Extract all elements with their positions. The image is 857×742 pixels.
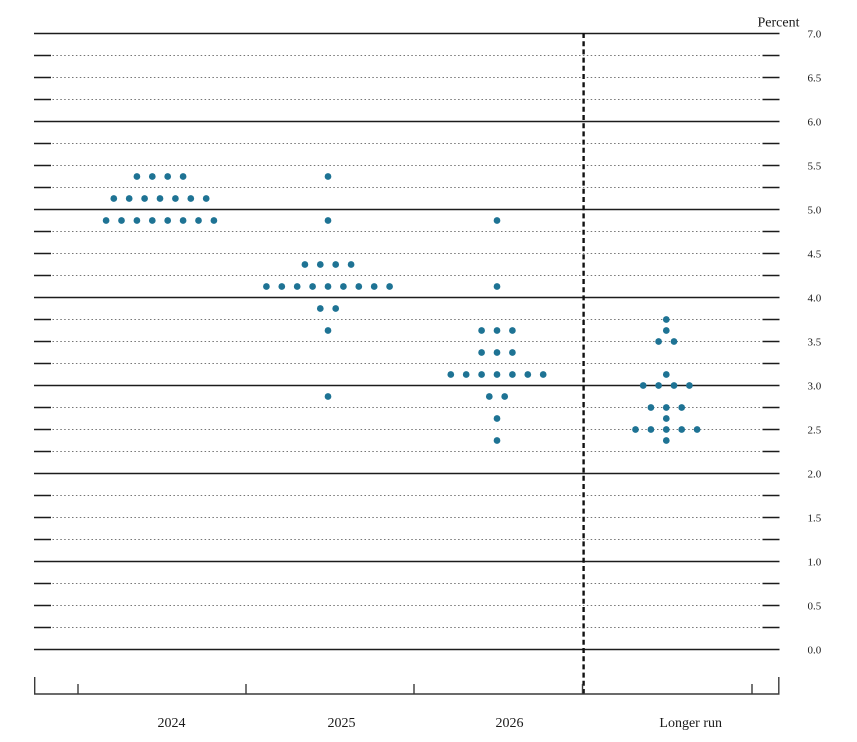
svg-text:5.0: 5.0 [808, 204, 822, 216]
svg-text:Longer run: Longer run [659, 716, 722, 731]
svg-text:2.5: 2.5 [808, 424, 822, 436]
svg-text:7.0: 7.0 [808, 28, 822, 40]
svg-text:1.5: 1.5 [808, 512, 822, 524]
svg-text:2.0: 2.0 [808, 468, 822, 480]
svg-text:6.0: 6.0 [808, 116, 822, 128]
svg-text:0.0: 0.0 [808, 644, 822, 656]
svg-text:3.5: 3.5 [808, 336, 822, 348]
svg-text:1.0: 1.0 [808, 556, 822, 568]
svg-text:2025: 2025 [328, 716, 356, 731]
svg-text:2024: 2024 [158, 716, 186, 731]
svg-text:4.5: 4.5 [808, 248, 822, 260]
svg-text:2026: 2026 [496, 716, 524, 731]
svg-text:4.0: 4.0 [808, 292, 822, 304]
svg-text:6.5: 6.5 [808, 72, 822, 84]
svg-text:Percent: Percent [758, 15, 800, 30]
svg-text:0.5: 0.5 [808, 600, 822, 612]
svg-text:3.0: 3.0 [808, 380, 822, 392]
svg-text:5.5: 5.5 [808, 160, 822, 172]
